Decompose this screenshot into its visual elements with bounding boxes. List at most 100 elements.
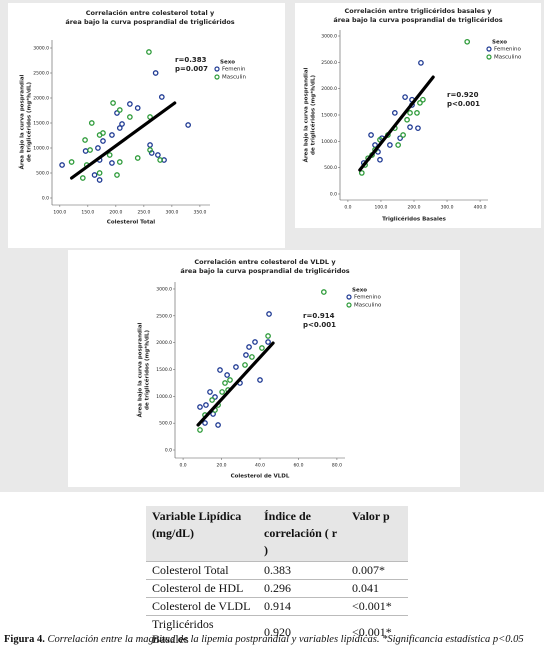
- correlation-table: Variable Lipídica (mg/dL) Índice de corr…: [146, 506, 408, 648]
- x-tick-label: 300.0: [441, 205, 454, 211]
- point: [96, 132, 103, 138]
- table-cell: 0.383: [258, 561, 346, 580]
- x-tick-label: 100.0: [375, 205, 388, 211]
- point: [257, 377, 263, 383]
- point: [259, 345, 265, 351]
- point: [155, 152, 161, 158]
- point: [266, 311, 272, 317]
- y-tick-label: 500.0: [36, 171, 49, 177]
- table-cell: Colesterol de HDL: [146, 579, 258, 598]
- point: [87, 147, 93, 153]
- x-tick-label: 60.0: [293, 463, 303, 469]
- legend-label: Femenino: [494, 47, 521, 53]
- point: [116, 107, 123, 113]
- point: [197, 404, 203, 410]
- y-tick-label: 1500.0: [33, 121, 49, 127]
- x-tick-label: 200.0: [408, 205, 421, 211]
- point: [96, 177, 103, 183]
- caption-text: Correlación entre la magnitud de la lipe…: [47, 634, 524, 645]
- point: [147, 147, 153, 153]
- table-row: Colesterol Total 0.383 0.007*: [146, 561, 408, 580]
- point: [114, 172, 120, 178]
- annotation: p<0.001: [447, 100, 480, 108]
- point: [397, 135, 403, 142]
- point: [134, 155, 141, 161]
- point: [420, 96, 426, 103]
- y-tick-label: 500.0: [159, 421, 172, 427]
- annotation: p<0.001: [303, 321, 336, 329]
- y-axis-label: de triglicéridos (mg*h/dL): [310, 75, 317, 155]
- chart-title: área bajo la curva posprandial de trigli…: [65, 18, 234, 26]
- caption: Figura 4. Correlación entre la magnitud …: [4, 634, 524, 645]
- x-axis-label: Colesterol Total: [107, 220, 155, 226]
- point: [116, 159, 123, 165]
- caption-label: Figura 4.: [4, 634, 45, 645]
- point: [158, 94, 165, 100]
- legend-label: Masculin: [222, 75, 247, 81]
- y-tick-label: 2000.0: [156, 340, 172, 346]
- point: [127, 101, 133, 107]
- point: [418, 60, 424, 66]
- x-tick-label: 20.0: [217, 463, 227, 469]
- x-tick-label: 300.0: [165, 210, 178, 216]
- y-tick-label: 0.0: [165, 448, 172, 454]
- header-cell: Valor p: [346, 506, 408, 562]
- point: [233, 364, 239, 370]
- point: [114, 110, 120, 116]
- chart-title: área bajo la curva posprandial de trigli…: [180, 267, 349, 275]
- point: [68, 159, 75, 165]
- point: [227, 377, 233, 383]
- point: [222, 380, 228, 386]
- point: [404, 116, 410, 123]
- y-tick-label: 2000.0: [321, 86, 337, 92]
- y-tick-label: 500.0: [324, 165, 337, 171]
- table-cell: Colesterol Total: [146, 561, 258, 580]
- x-tick-label: 80.0: [332, 463, 342, 469]
- y-tick-label: 0.0: [330, 191, 337, 197]
- point: [358, 170, 365, 176]
- point: [110, 100, 116, 106]
- point: [414, 110, 420, 116]
- annotation: r=0.920: [447, 91, 479, 99]
- chart-title: Correlación entre triglicéridos basales …: [344, 7, 492, 15]
- legend-label: Femenino: [354, 295, 381, 301]
- table-cell: 0.007*: [346, 561, 408, 580]
- point: [79, 175, 86, 181]
- point: [212, 394, 218, 400]
- point: [209, 397, 215, 403]
- legend-marker: [486, 54, 492, 60]
- legend-marker: [346, 294, 352, 300]
- legend-label: Masculino: [354, 303, 382, 309]
- fit-line: [358, 75, 435, 172]
- y-tick-label: 2500.0: [321, 60, 337, 66]
- fit-line: [196, 341, 275, 427]
- y-axis-label: de triglicéridos (mg*h/dL): [26, 82, 33, 162]
- y-tick-label: 3000.0: [33, 46, 49, 52]
- point: [417, 100, 423, 106]
- table-cell: 0.041: [346, 579, 408, 598]
- point: [395, 142, 401, 148]
- point: [106, 152, 113, 158]
- header-cell: Variable Lipídica (mg/dL): [146, 506, 258, 562]
- x-tick-label: 0.0: [179, 463, 186, 469]
- panel: [8, 3, 285, 248]
- point: [368, 132, 374, 138]
- table-row: Colesterol de VLDL 0.914 <0.001*: [146, 597, 408, 616]
- y-axis-label: Área bajo la curva posprandial: [303, 67, 310, 162]
- point: [387, 142, 393, 148]
- x-tick-label: 100.0: [53, 210, 66, 216]
- point: [157, 157, 163, 163]
- point: [242, 362, 248, 368]
- header-row: Variable Lipídica (mg/dL) Índice de corr…: [146, 506, 408, 562]
- point: [152, 70, 159, 76]
- table-cell: Triglicéridos Basales: [146, 615, 258, 648]
- panel: [68, 250, 460, 487]
- point: [185, 122, 191, 128]
- chart-title: área bajo la curva posprandial de trigli…: [333, 16, 502, 24]
- point: [127, 114, 133, 120]
- y-axis-label: Área bajo la curva posprandial: [137, 322, 144, 417]
- point: [464, 38, 471, 45]
- point: [246, 344, 252, 350]
- chart-title: Correlación entre colesterol total y: [86, 9, 215, 17]
